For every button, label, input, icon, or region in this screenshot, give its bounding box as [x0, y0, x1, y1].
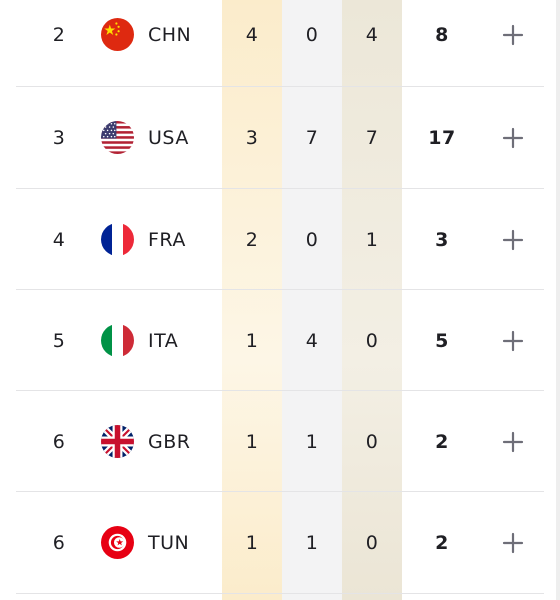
gold-column-background	[222, 0, 282, 600]
country-code: FRA	[148, 228, 186, 251]
silver-count: 7	[305, 126, 319, 149]
italy-flag-icon	[100, 290, 134, 391]
total-count: 17	[428, 126, 456, 149]
rank-cell: 5	[52, 329, 66, 352]
row-divider	[16, 491, 544, 492]
scrollbar-track[interactable]	[556, 0, 560, 600]
table-row[interactable]: 3 USA 3 7	[0, 87, 560, 188]
tunisia-flag-icon	[100, 492, 134, 593]
bronze-count: 0	[365, 329, 379, 352]
expand-plus-icon[interactable]	[490, 87, 536, 188]
gold-count: 4	[245, 23, 259, 46]
table-row[interactable]: 6 GBR 1 1 0 2	[0, 391, 560, 492]
france-flag-icon	[100, 189, 134, 290]
bronze-count: 1	[365, 228, 379, 251]
total-count: 2	[435, 531, 449, 554]
usa-flag-icon	[100, 87, 134, 188]
gold-count: 1	[245, 329, 259, 352]
expand-plus-icon[interactable]	[490, 189, 536, 290]
rank-cell: 2	[52, 23, 66, 46]
rank-cell: 4	[52, 228, 66, 251]
expand-plus-icon[interactable]	[490, 492, 536, 593]
rank-cell: 3	[52, 126, 66, 149]
silver-count: 4	[305, 329, 319, 352]
total-count: 5	[435, 329, 449, 352]
country-code: CHN	[148, 23, 192, 46]
gold-count: 2	[245, 228, 259, 251]
silver-column-background	[282, 0, 342, 600]
rank-cell: 6	[52, 531, 66, 554]
table-row[interactable]: 4 FRA 2 0 1 3	[0, 189, 560, 290]
table-row[interactable]: 5 ITA 1 4 0 5	[0, 290, 560, 391]
uk-flag-icon	[100, 391, 134, 492]
china-flag-icon	[100, 0, 134, 85]
country-code: USA	[148, 126, 189, 149]
gold-count: 3	[245, 126, 259, 149]
country-code: ITA	[148, 329, 179, 352]
expand-plus-icon[interactable]	[490, 290, 536, 391]
rank-cell: 6	[52, 430, 66, 453]
gold-count: 1	[245, 430, 259, 453]
expand-plus-icon[interactable]	[490, 0, 536, 85]
bronze-count: 0	[365, 531, 379, 554]
country-code: TUN	[148, 531, 190, 554]
table-row[interactable]: 2 CHN 4 0 4 8	[0, 0, 560, 85]
row-divider	[16, 188, 544, 189]
bronze-count: 4	[365, 23, 379, 46]
row-divider	[16, 593, 544, 594]
total-count: 8	[435, 23, 449, 46]
silver-count: 0	[305, 23, 319, 46]
row-divider	[16, 390, 544, 391]
silver-count: 1	[305, 531, 319, 554]
total-count: 3	[435, 228, 449, 251]
country-code: GBR	[148, 430, 191, 453]
bronze-count: 0	[365, 430, 379, 453]
silver-count: 0	[305, 228, 319, 251]
expand-plus-icon[interactable]	[490, 391, 536, 492]
row-divider	[16, 289, 544, 290]
table-row[interactable]: 6 TUN 1 1 0 2	[0, 492, 560, 593]
total-count: 2	[435, 430, 449, 453]
bronze-count: 7	[365, 126, 379, 149]
row-divider	[16, 86, 544, 87]
bronze-column-background	[342, 0, 402, 600]
gold-count: 1	[245, 531, 259, 554]
silver-count: 1	[305, 430, 319, 453]
